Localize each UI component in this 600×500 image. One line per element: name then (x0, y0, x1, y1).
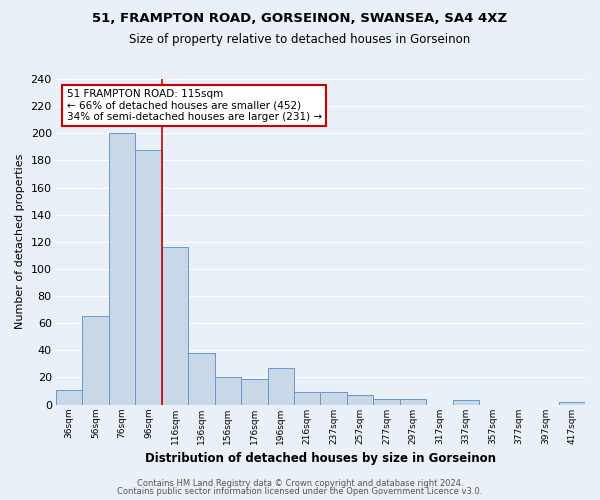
Bar (215, 378, 241, 404)
Bar (56, 390, 82, 404)
Bar (347, 395, 373, 404)
Text: 51 FRAMPTON ROAD: 115sqm
← 66% of detached houses are smaller (452)
34% of semi-: 51 FRAMPTON ROAD: 115sqm ← 66% of detach… (67, 89, 322, 122)
Bar (188, 353, 215, 405)
Bar (400, 399, 426, 404)
Bar (294, 392, 320, 404)
Bar (136, 150, 162, 404)
Bar (109, 134, 136, 404)
Bar (453, 400, 479, 404)
X-axis label: Distribution of detached houses by size in Gorseinon: Distribution of detached houses by size … (145, 452, 496, 465)
Text: Size of property relative to detached houses in Gorseinon: Size of property relative to detached ho… (130, 32, 470, 46)
Bar (559, 402, 585, 404)
Text: Contains public sector information licensed under the Open Government Licence v3: Contains public sector information licen… (118, 487, 482, 496)
Bar (373, 399, 400, 404)
Bar (82, 316, 109, 404)
Bar (162, 247, 188, 404)
Bar (320, 392, 347, 404)
Text: Contains HM Land Registry data © Crown copyright and database right 2024.: Contains HM Land Registry data © Crown c… (137, 478, 463, 488)
Bar (241, 378, 268, 404)
Y-axis label: Number of detached properties: Number of detached properties (15, 154, 25, 330)
Text: 51, FRAMPTON ROAD, GORSEINON, SWANSEA, SA4 4XZ: 51, FRAMPTON ROAD, GORSEINON, SWANSEA, S… (92, 12, 508, 26)
Bar (268, 368, 294, 405)
